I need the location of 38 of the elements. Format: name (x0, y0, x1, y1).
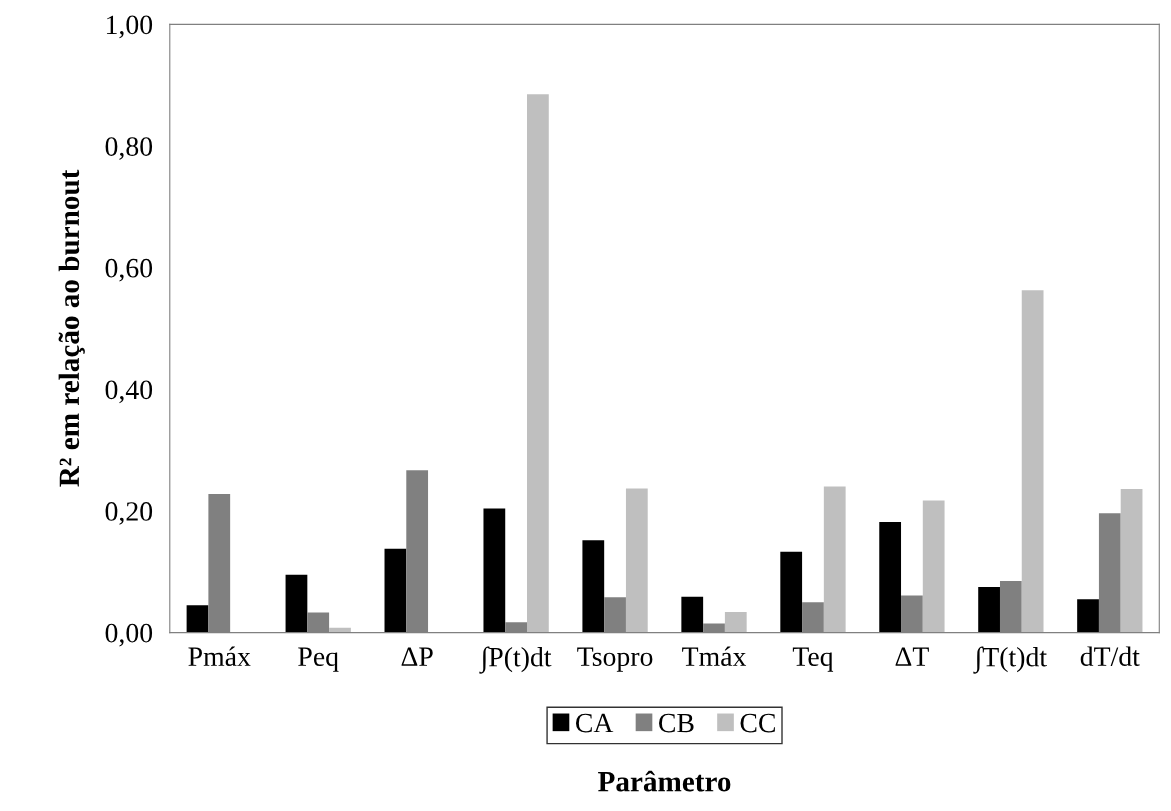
y-tick-label: 0,40 (105, 380, 153, 404)
bar (625, 488, 648, 633)
x-tick-label: ΔT (895, 647, 929, 666)
bar (582, 540, 605, 633)
x-tick-label: ∫P(t)dt (479, 646, 552, 674)
x-tick-label: Teq (792, 647, 834, 672)
y-tick-label: 0,80 (105, 137, 153, 160)
bar (978, 586, 1000, 633)
y-tick-label: 0,60 (105, 258, 153, 282)
legend-label: CA (576, 713, 614, 733)
x-tick-label: dT/dt (1080, 646, 1140, 667)
bar (879, 521, 902, 633)
legend-label: CB (659, 713, 694, 733)
bar (780, 551, 803, 633)
x-tick-label: Pmáx (188, 646, 251, 667)
bar (186, 605, 209, 633)
bar (1077, 599, 1099, 633)
y-tick-label: 0,00 (105, 623, 153, 647)
x-axis-title: Parâmetro (598, 770, 731, 792)
bar (527, 94, 549, 633)
bar (384, 548, 407, 633)
x-tick-label: ΔP (401, 647, 433, 666)
y-axis-title: R² em relação ao burnout (58, 169, 85, 487)
y-tick-label: 0,20 (105, 502, 153, 525)
bar (285, 574, 308, 633)
x-tick-label: Tmáx (682, 646, 747, 667)
bar (1120, 489, 1143, 633)
bar (1021, 290, 1044, 633)
bar (724, 611, 747, 633)
y-tick-label: 1,00 (106, 15, 153, 39)
bar (483, 508, 506, 633)
bar (681, 596, 704, 633)
x-tick-label: ∫T(t)dt (973, 646, 1047, 674)
bar (823, 486, 846, 633)
x-tick-label: Peq (298, 647, 339, 672)
legend-label: CC (740, 713, 775, 733)
bar (922, 500, 945, 633)
x-tick-label: Tsopro (577, 647, 653, 672)
